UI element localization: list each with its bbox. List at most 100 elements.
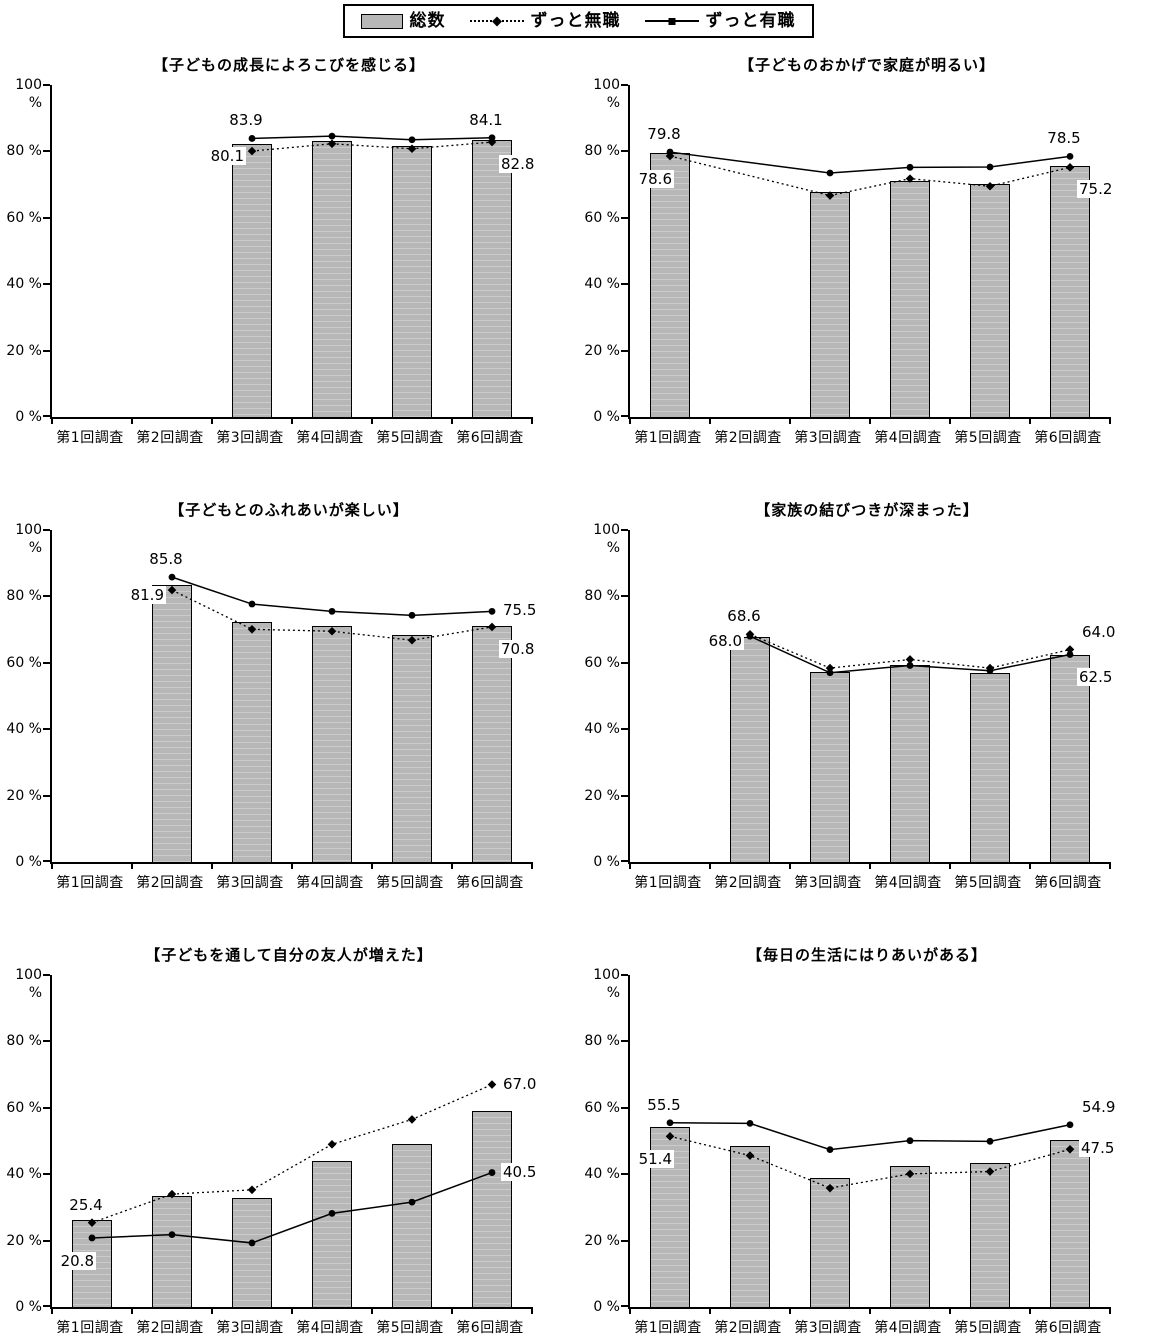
y-axis-tick xyxy=(621,1305,628,1307)
circle-marker-icon xyxy=(168,573,176,581)
chart-title: 【子どものおかげで家庭が明るい】 xyxy=(738,56,995,74)
x-axis-tick xyxy=(709,862,711,869)
dotted-line-sample-icon xyxy=(469,16,524,26)
point-value-label: 51.4 xyxy=(636,1150,674,1169)
circle-marker-icon xyxy=(488,607,496,615)
x-category-label: 第6回調査 xyxy=(1034,430,1102,446)
bar xyxy=(970,1163,1010,1307)
y-axis-tick xyxy=(621,415,628,417)
x-category-label: 第4回調査 xyxy=(874,430,942,446)
chart-cell-4: 【家族の結びつきが深まった】 100 % 80 % 60 % 40 % 20 % 0 % 68… xyxy=(578,490,1156,935)
y-axis-tick xyxy=(43,1305,50,1307)
y-axis-tick xyxy=(43,595,50,598)
charts-grid: 【子どもの成長によろこびを感じる】 100 % 80 % 60 % 40 % 20 % 0 … xyxy=(0,45,1156,1343)
legend-label-total: 総数 xyxy=(409,11,446,31)
x-category-label: 第3回調査 xyxy=(216,430,284,446)
point-value-label: 78.5 xyxy=(1045,129,1083,148)
point-value-label: 85.8 xyxy=(147,550,185,569)
circle-marker-icon xyxy=(666,1119,674,1127)
x-axis-tick xyxy=(1029,1307,1031,1314)
x-axis-tick xyxy=(131,862,133,869)
bar xyxy=(730,636,770,862)
y-tick-label: 100 % xyxy=(593,77,620,111)
y-axis-tick xyxy=(43,150,50,153)
chart-cell-5: 【子どもを通して自分の友人が増えた】 100 % 80 % 60 % 40 % 20 % 0… xyxy=(0,935,578,1343)
y-axis-tick xyxy=(43,1173,50,1176)
y-tick-label: 40 % xyxy=(6,1166,42,1183)
circle-marker-icon xyxy=(408,611,416,619)
point-value-label: 83.9 xyxy=(227,111,265,130)
point-value-label: 84.1 xyxy=(467,110,505,129)
diamond-marker-icon xyxy=(985,663,995,673)
x-category-label: 第3回調査 xyxy=(794,430,862,446)
bar xyxy=(232,143,272,417)
diamond-marker-icon xyxy=(487,1080,497,1089)
legend-label-yushoku: ずっと有職 xyxy=(705,11,796,31)
bar xyxy=(730,1145,770,1307)
x-axis-tick xyxy=(451,1307,453,1314)
legend-row: 総数 ずっと無職 ずっと有職 xyxy=(0,0,1156,45)
y-axis-tick xyxy=(43,283,50,286)
y-tick-label: 20 % xyxy=(584,342,620,359)
x-axis-tick xyxy=(949,1307,951,1314)
point-value-label: 64.0 xyxy=(1080,622,1118,641)
x-axis-tick xyxy=(629,1307,631,1314)
y-axis-tick xyxy=(621,860,628,862)
x-category-label: 第3回調査 xyxy=(794,1320,862,1336)
x-axis-tick xyxy=(789,417,791,424)
bar xyxy=(152,1196,192,1307)
x-axis-tick xyxy=(291,862,293,869)
diamond-marker-icon xyxy=(247,1185,257,1195)
x-axis-tick xyxy=(949,862,951,869)
x-category-label: 第3回調査 xyxy=(216,1320,284,1336)
bar xyxy=(1050,165,1090,417)
point-value-label: 68.6 xyxy=(725,607,763,626)
legend-item-yushoku: ずっと有職 xyxy=(644,10,796,32)
x-category-label: 第5回調査 xyxy=(376,430,444,446)
line-series-layer xyxy=(665,1119,1075,1193)
bar xyxy=(650,153,690,417)
x-axis-tick xyxy=(629,862,631,869)
point-value-label: 67.0 xyxy=(501,1074,539,1093)
x-axis-tick xyxy=(629,417,631,424)
diamond-marker-icon xyxy=(407,1115,417,1124)
y-axis-tick xyxy=(621,1040,628,1043)
y-tick-label: 80 % xyxy=(6,1033,42,1050)
x-category-label: 第4回調査 xyxy=(296,1320,364,1336)
x-axis-tick xyxy=(51,862,53,869)
x-axis-tick xyxy=(211,862,213,869)
chart-title: 【家族の結びつきが深まった】 xyxy=(755,501,979,519)
y-tick-label: 40 % xyxy=(584,721,620,738)
y-axis-tick xyxy=(43,84,50,86)
y-tick-label: 60 % xyxy=(6,1099,42,1116)
bar xyxy=(312,141,352,417)
x-axis-tick xyxy=(531,1307,533,1314)
bar xyxy=(312,1160,352,1307)
y-axis-tick xyxy=(621,661,628,664)
bar xyxy=(970,672,1010,862)
legend-item-mushoku: ずっと無職 xyxy=(469,10,621,32)
x-axis-tick xyxy=(869,862,871,869)
x-category-label: 第2回調査 xyxy=(714,430,782,446)
x-category-label: 第2回調査 xyxy=(136,875,204,891)
point-value-label: 82.8 xyxy=(499,155,537,174)
y-tick-label: 40 % xyxy=(6,721,42,738)
x-axis-tick xyxy=(51,1307,53,1314)
x-axis-tick xyxy=(789,1307,791,1314)
line-series-layer xyxy=(87,1080,497,1247)
y-tick-label: 80 % xyxy=(584,1033,620,1050)
y-tick-label: 0 % xyxy=(15,409,42,425)
line-solid xyxy=(669,151,1071,174)
y-axis-tick xyxy=(621,728,628,731)
x-axis-tick xyxy=(1029,862,1031,869)
y-axis-tick xyxy=(621,349,628,352)
x-axis-tick xyxy=(371,417,373,424)
y-axis-tick xyxy=(621,216,628,219)
x-category-label: 第4回調査 xyxy=(874,875,942,891)
solid-line-sample-icon xyxy=(644,17,699,25)
y-axis-tick xyxy=(43,974,50,976)
y-tick-label: 40 % xyxy=(584,1166,620,1183)
circle-marker-icon xyxy=(248,600,256,608)
bar xyxy=(392,635,432,862)
bar xyxy=(392,146,432,417)
